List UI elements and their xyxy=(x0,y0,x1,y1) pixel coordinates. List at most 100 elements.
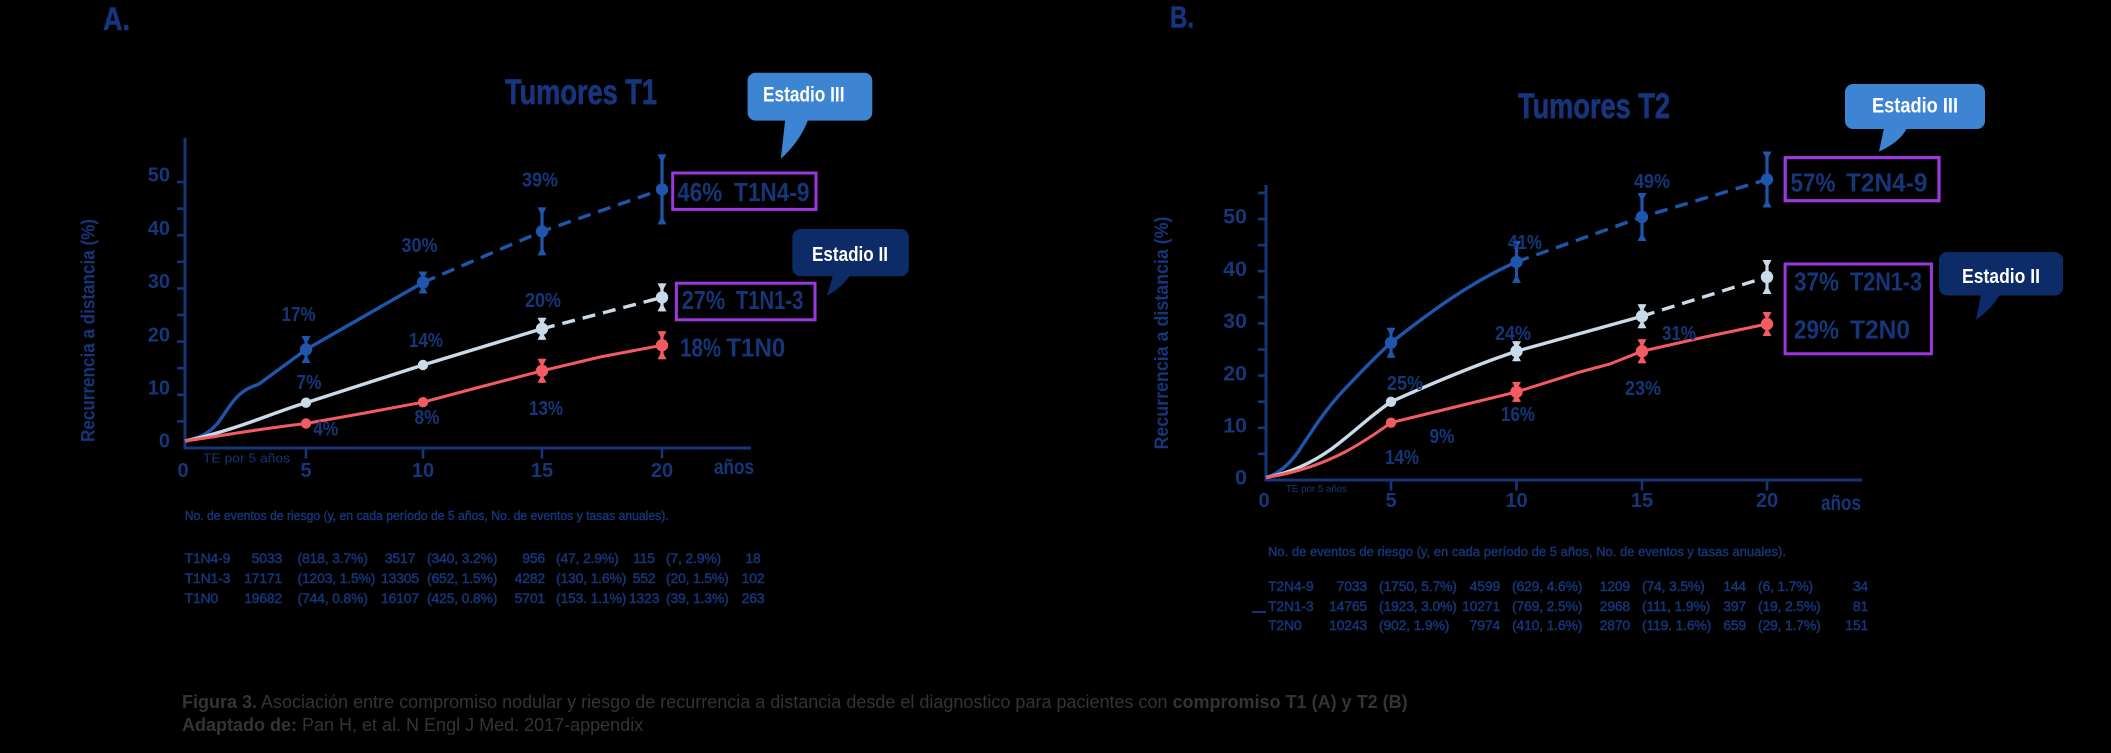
svg-text:10: 10 xyxy=(1505,490,1527,512)
svg-text:2870: 2870 xyxy=(1600,617,1631,633)
svg-text:49%: 49% xyxy=(1634,171,1670,193)
svg-text:20: 20 xyxy=(651,460,673,482)
svg-text:(744, 0.8%): (744, 0.8%) xyxy=(298,590,368,606)
svg-text:5: 5 xyxy=(300,460,311,482)
svg-text:10: 10 xyxy=(412,460,434,482)
svg-text:1323: 1323 xyxy=(629,590,660,606)
svg-text:Estadio II: Estadio II xyxy=(812,244,888,266)
svg-text:30: 30 xyxy=(1223,309,1247,333)
svg-text:T2N1-3: T2N1-3 xyxy=(1268,598,1314,614)
svg-text:57%: 57% xyxy=(1791,168,1836,198)
svg-text:10: 10 xyxy=(148,378,170,400)
svg-text:115: 115 xyxy=(633,550,655,566)
svg-text:(19, 2.5%): (19, 2.5%) xyxy=(1758,598,1821,614)
svg-text:16107: 16107 xyxy=(381,590,419,606)
svg-text:15: 15 xyxy=(531,460,553,482)
svg-text:Tumores T1: Tumores T1 xyxy=(505,73,657,112)
svg-text:T2N0: T2N0 xyxy=(1850,315,1910,345)
svg-text:27%: 27% xyxy=(682,285,726,315)
svg-text:8%: 8% xyxy=(415,407,440,429)
svg-text:20: 20 xyxy=(1223,361,1247,385)
svg-text:7%: 7% xyxy=(297,372,322,394)
svg-text:552: 552 xyxy=(633,570,656,586)
svg-text:956: 956 xyxy=(522,550,545,566)
svg-text:Figura 3. Asociación entre com: Figura 3. Asociación entre compromiso no… xyxy=(182,692,1408,712)
svg-text:(119. 1.6%): (119. 1.6%) xyxy=(1642,617,1711,633)
svg-text:Estadio II: Estadio II xyxy=(1962,266,2040,288)
svg-text:T2N4-9: T2N4-9 xyxy=(1268,578,1314,594)
svg-text:40: 40 xyxy=(1223,257,1247,281)
svg-text:10271: 10271 xyxy=(1462,598,1500,614)
svg-text:2968: 2968 xyxy=(1600,598,1631,614)
svg-text:81: 81 xyxy=(1853,598,1869,614)
svg-text:659: 659 xyxy=(1723,617,1746,633)
svg-text:Recurrencia a distancia (%): Recurrencia a distancia (%) xyxy=(1152,217,1173,450)
svg-text:(902, 1.9%): (902, 1.9%) xyxy=(1379,617,1449,633)
svg-text:3517: 3517 xyxy=(385,550,416,566)
svg-text:10: 10 xyxy=(1223,414,1247,438)
svg-text:(47, 2.9%): (47, 2.9%) xyxy=(556,550,619,566)
svg-text:15: 15 xyxy=(1631,490,1653,512)
svg-text:14765: 14765 xyxy=(1329,598,1367,614)
svg-text:34: 34 xyxy=(1853,578,1869,594)
svg-text:397: 397 xyxy=(1723,598,1746,614)
svg-text:20: 20 xyxy=(148,324,170,346)
svg-text:T1N4-9: T1N4-9 xyxy=(734,177,810,207)
svg-text:(652, 1.5%): (652, 1.5%) xyxy=(427,570,497,586)
svg-text:T1N4-9: T1N4-9 xyxy=(185,550,231,566)
svg-text:5701: 5701 xyxy=(515,590,546,606)
svg-text:1209: 1209 xyxy=(1600,578,1631,594)
svg-text:TE por 5 años: TE por 5 años xyxy=(203,451,291,466)
svg-text:4599: 4599 xyxy=(1470,578,1501,594)
svg-text:Adaptado de: Pan H, et al. N E: Adaptado de: Pan H, et al. N Engl J Med.… xyxy=(182,715,643,735)
svg-text:T2N0: T2N0 xyxy=(1268,617,1302,633)
svg-text:Estadio III: Estadio III xyxy=(1872,95,1958,118)
svg-text:40: 40 xyxy=(148,218,170,240)
svg-text:0: 0 xyxy=(1235,466,1247,490)
svg-text:24%: 24% xyxy=(1495,323,1531,345)
svg-text:(6, 1.7%): (6, 1.7%) xyxy=(1758,578,1813,594)
svg-text:29%: 29% xyxy=(1794,315,1839,345)
svg-text:23%: 23% xyxy=(1625,378,1661,400)
svg-text:(410, 1.6%): (410, 1.6%) xyxy=(1512,617,1582,633)
svg-text:años: años xyxy=(1821,492,1861,515)
svg-text:4%: 4% xyxy=(313,419,338,441)
svg-text:Estadio III: Estadio III xyxy=(763,84,845,107)
svg-text:T1N0: T1N0 xyxy=(726,333,785,363)
svg-text:14%: 14% xyxy=(409,330,443,352)
svg-text:(425, 0.8%): (425, 0.8%) xyxy=(427,590,497,606)
svg-text:0: 0 xyxy=(177,460,188,482)
svg-text:TE por 5 años: TE por 5 años xyxy=(1286,484,1347,495)
svg-text:A.: A. xyxy=(103,1,130,37)
svg-text:(1923, 3.0%): (1923, 3.0%) xyxy=(1379,598,1457,614)
svg-text:9%: 9% xyxy=(1430,426,1455,448)
svg-text:41%: 41% xyxy=(1508,232,1542,254)
svg-text:(629, 4.6%): (629, 4.6%) xyxy=(1512,578,1582,594)
svg-text:25%: 25% xyxy=(1387,373,1423,395)
svg-text:151: 151 xyxy=(1845,617,1868,633)
svg-text:10243: 10243 xyxy=(1329,617,1367,633)
svg-text:18%: 18% xyxy=(680,333,721,363)
svg-text:(818, 3.7%): (818, 3.7%) xyxy=(298,550,368,566)
svg-text:(1203, 1.5%): (1203, 1.5%) xyxy=(298,570,376,586)
svg-text:50: 50 xyxy=(1223,205,1247,229)
svg-text:19682: 19682 xyxy=(244,590,282,606)
svg-text:(769, 2.5%): (769, 2.5%) xyxy=(1512,598,1582,614)
svg-text:T2N4-9: T2N4-9 xyxy=(1846,168,1927,198)
svg-text:0: 0 xyxy=(159,431,170,453)
svg-text:No. de eventos de riesgo (y, e: No. de eventos de riesgo (y, en cada per… xyxy=(185,509,669,523)
svg-text:0: 0 xyxy=(1258,490,1269,512)
svg-text:(111, 1.9%): (111, 1.9%) xyxy=(1642,598,1710,614)
svg-text:años: años xyxy=(714,456,754,479)
svg-text:46%: 46% xyxy=(677,177,722,207)
svg-text:7033: 7033 xyxy=(1337,578,1368,594)
svg-text:Tumores T2: Tumores T2 xyxy=(1518,87,1670,126)
svg-text:13%: 13% xyxy=(529,398,563,420)
svg-text:(20, 1.5%): (20, 1.5%) xyxy=(666,570,729,586)
svg-text:102: 102 xyxy=(742,570,765,586)
svg-text:(7, 2.9%): (7, 2.9%) xyxy=(666,550,721,566)
svg-text:(29, 1.7%): (29, 1.7%) xyxy=(1758,617,1821,633)
svg-text:5: 5 xyxy=(1385,490,1396,512)
svg-text:37%: 37% xyxy=(1794,267,1839,297)
svg-text:144: 144 xyxy=(1723,578,1746,594)
